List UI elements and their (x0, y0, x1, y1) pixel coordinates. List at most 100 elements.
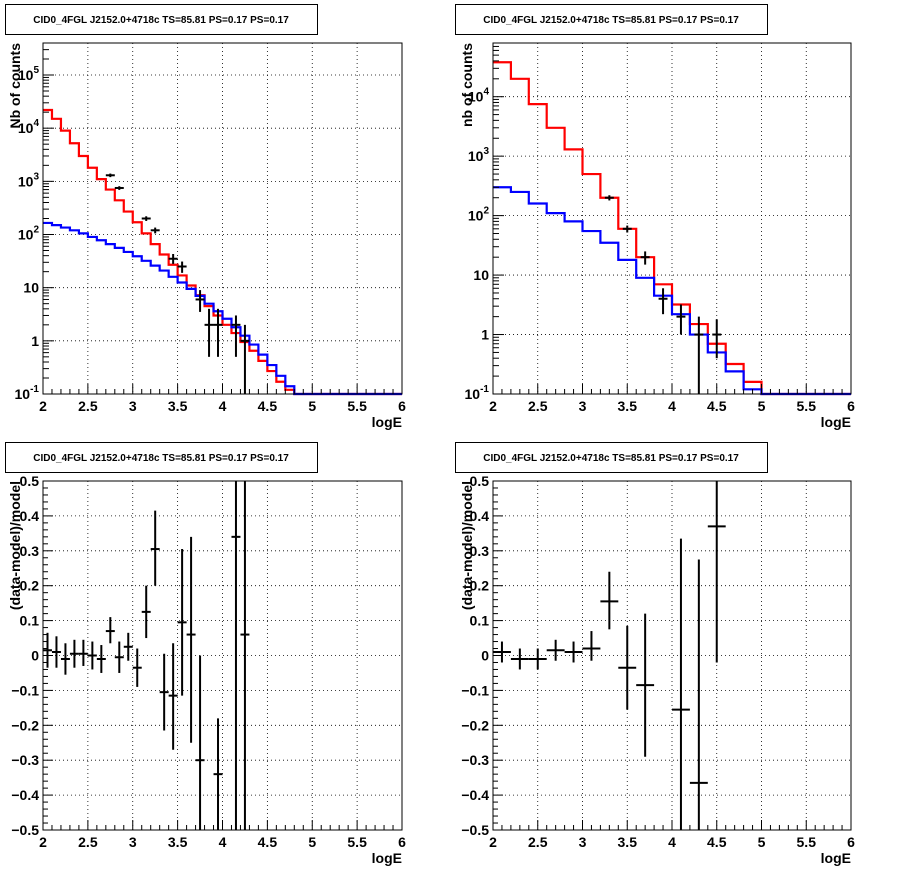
x-tick-label: 4.5 (707, 398, 727, 414)
data-point (168, 253, 178, 264)
data-point (622, 225, 632, 233)
data-point (510, 648, 529, 670)
y-tick-label: 0.5 (470, 473, 490, 489)
y-tick-label: −0.1 (461, 682, 489, 698)
chart-panel-4: CID0_4FGL J2152.0+4718c TS=85.81 PS=0.17… (455, 442, 855, 866)
y-tick-label: 103 (18, 171, 40, 189)
title-box (455, 442, 768, 473)
y-tick-exponent: 4 (483, 87, 489, 98)
y-tick-label: 105 (18, 65, 40, 83)
chart-title: CID0_4FGL J2152.0+4718c TS=85.81 PS=0.17… (483, 453, 739, 464)
data-point (231, 315, 241, 357)
data-point (564, 641, 583, 663)
y-tick-exponent: 3 (33, 171, 39, 182)
y-tick-label: −0.2 (461, 717, 489, 733)
y-tick-label: 0.2 (20, 578, 40, 594)
x-axis-ticks (42, 820, 403, 830)
data-point (240, 481, 250, 830)
x-tick-label: 2 (39, 398, 47, 414)
data-point (186, 536, 196, 743)
y-tick-label: −0.5 (11, 822, 39, 838)
x-axis-ticks (492, 820, 852, 830)
y-tick-base: 10 (18, 120, 34, 136)
chart-title: CID0_4FGL J2152.0+4718c TS=85.81 PS=0.17… (33, 453, 289, 464)
x-tick-label: 2.5 (78, 834, 98, 850)
y-tick-exponent: -1 (30, 384, 39, 395)
y-tick-base: 10 (468, 148, 484, 164)
x-tick-label: 3.5 (168, 398, 188, 414)
data-point (204, 308, 214, 357)
x-tick-label: 4 (219, 834, 227, 850)
data-point (114, 641, 124, 673)
chart-panel-2: CID0_4FGL J2152.0+4718c TS=85.81 PS=0.17… (455, 4, 855, 430)
data-point (672, 538, 690, 830)
y-tick-label: 0 (481, 648, 489, 664)
y-tick-label: 103 (468, 146, 490, 164)
y-tick-label: 0.3 (470, 543, 490, 559)
data-point (96, 645, 106, 673)
data-point (707, 481, 726, 663)
x-tick-label: 5.5 (347, 398, 367, 414)
y-tick-base: 10 (465, 386, 481, 402)
x-tick-label: 5.5 (797, 834, 817, 850)
y-axis-label: nb of counts (459, 43, 475, 127)
grid-lines (43, 43, 402, 394)
x-tick-label: 6 (398, 398, 406, 414)
x-tick-label: 2 (39, 834, 47, 850)
data-point (43, 632, 52, 668)
y-tick-base: 10 (468, 89, 484, 105)
x-axis-label: logE (372, 850, 402, 866)
x-tick-label: 4.5 (707, 834, 727, 850)
data-point (640, 251, 650, 265)
data-point (150, 510, 160, 586)
y-tick-label: 10-1 (465, 384, 490, 402)
x-axis-label: logE (821, 850, 851, 866)
data-point (168, 643, 178, 750)
data-point (195, 290, 205, 312)
title-box (455, 4, 768, 35)
x-tick-label: 2 (489, 834, 497, 850)
y-tick-exponent: 4 (33, 118, 39, 129)
y-axis-ticks (43, 42, 54, 395)
y-tick-label: −0.4 (461, 787, 489, 803)
x-tick-label: 3 (129, 398, 137, 414)
data-point (51, 636, 61, 668)
y-tick-label: −0.2 (11, 717, 39, 733)
y-tick-label: 0.2 (470, 578, 490, 594)
data-point (528, 648, 547, 670)
x-tick-label: 6 (847, 398, 855, 414)
data-point (213, 308, 223, 357)
data-point (231, 481, 241, 830)
x-tick-label: 6 (398, 834, 406, 850)
x-tick-label: 3 (579, 398, 587, 414)
x-tick-label: 3.5 (618, 398, 638, 414)
data-point (114, 186, 124, 190)
x-tick-label: 2.5 (528, 834, 548, 850)
y-tick-exponent: 3 (483, 146, 489, 157)
x-tick-label: 2 (489, 398, 497, 414)
x-tick-label: 2.5 (78, 398, 98, 414)
x-tick-label: 5 (758, 834, 766, 850)
y-tick-exponent: 2 (33, 225, 39, 236)
x-axis-ticks (42, 384, 403, 394)
data-point (600, 571, 619, 630)
y-tick-label: −0.3 (461, 752, 489, 768)
y-tick-exponent: 5 (33, 65, 39, 76)
x-axis-label: logE (821, 414, 851, 430)
x-tick-label: 4.5 (258, 834, 278, 850)
y-tick-label: −0.1 (11, 682, 39, 698)
series-step-1 (493, 61, 851, 396)
data-point (676, 304, 686, 335)
y-tick-base: 10 (18, 173, 34, 189)
x-tick-label: 4.5 (258, 398, 278, 414)
y-axis-label: (data-model)/model (7, 481, 23, 610)
data-point (132, 648, 142, 687)
y-tick-label: 104 (468, 87, 490, 105)
y-axis-ticks (43, 480, 53, 831)
x-axis-label: logE (372, 414, 402, 430)
data-point (213, 718, 223, 830)
x-tick-label: 3.5 (618, 834, 638, 850)
data-point (582, 631, 601, 661)
x-tick-label: 5.5 (347, 834, 367, 850)
